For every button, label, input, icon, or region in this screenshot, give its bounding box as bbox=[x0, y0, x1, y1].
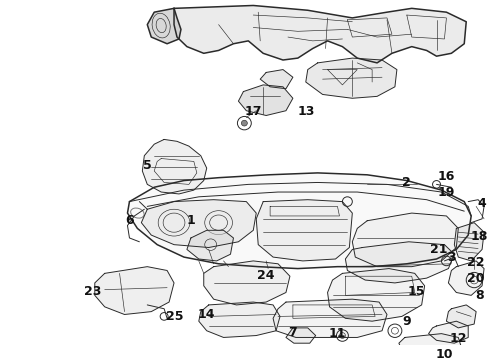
Polygon shape bbox=[273, 299, 387, 337]
Text: 25: 25 bbox=[166, 310, 184, 323]
Polygon shape bbox=[199, 302, 280, 337]
Text: 24: 24 bbox=[257, 269, 275, 282]
Polygon shape bbox=[446, 305, 476, 328]
Text: 13: 13 bbox=[297, 105, 315, 118]
Polygon shape bbox=[454, 222, 484, 261]
Text: 20: 20 bbox=[467, 272, 485, 285]
Polygon shape bbox=[174, 5, 466, 63]
Text: 1: 1 bbox=[187, 214, 195, 227]
Text: 18: 18 bbox=[470, 230, 488, 243]
Text: 4: 4 bbox=[478, 197, 487, 210]
Polygon shape bbox=[429, 321, 468, 343]
Polygon shape bbox=[204, 261, 290, 305]
Polygon shape bbox=[352, 213, 458, 267]
Polygon shape bbox=[399, 334, 461, 355]
Text: 23: 23 bbox=[84, 285, 101, 298]
Text: 3: 3 bbox=[447, 251, 456, 264]
Text: 9: 9 bbox=[402, 315, 411, 328]
Text: 16: 16 bbox=[438, 170, 455, 183]
Polygon shape bbox=[327, 269, 425, 321]
Text: 8: 8 bbox=[475, 289, 484, 302]
Polygon shape bbox=[306, 58, 397, 98]
Circle shape bbox=[242, 120, 247, 126]
Text: 5: 5 bbox=[143, 159, 152, 172]
Text: 6: 6 bbox=[125, 214, 134, 227]
Polygon shape bbox=[95, 267, 174, 315]
Polygon shape bbox=[256, 200, 352, 261]
Text: 7: 7 bbox=[289, 326, 297, 339]
Text: 11: 11 bbox=[329, 327, 346, 340]
Polygon shape bbox=[260, 69, 293, 89]
Text: 12: 12 bbox=[449, 332, 467, 345]
Polygon shape bbox=[345, 242, 454, 283]
Polygon shape bbox=[448, 261, 484, 295]
Polygon shape bbox=[141, 200, 256, 248]
Text: 15: 15 bbox=[408, 285, 425, 298]
Polygon shape bbox=[286, 328, 316, 343]
Polygon shape bbox=[187, 230, 233, 261]
Text: 19: 19 bbox=[438, 185, 455, 198]
Polygon shape bbox=[142, 139, 207, 194]
Text: 17: 17 bbox=[245, 105, 262, 118]
Polygon shape bbox=[127, 173, 471, 269]
Text: 14: 14 bbox=[198, 308, 216, 321]
Text: 10: 10 bbox=[436, 348, 453, 360]
Text: 22: 22 bbox=[467, 256, 485, 269]
Polygon shape bbox=[147, 8, 181, 44]
Text: 21: 21 bbox=[430, 243, 447, 256]
Text: 2: 2 bbox=[402, 176, 411, 189]
Polygon shape bbox=[239, 85, 293, 116]
